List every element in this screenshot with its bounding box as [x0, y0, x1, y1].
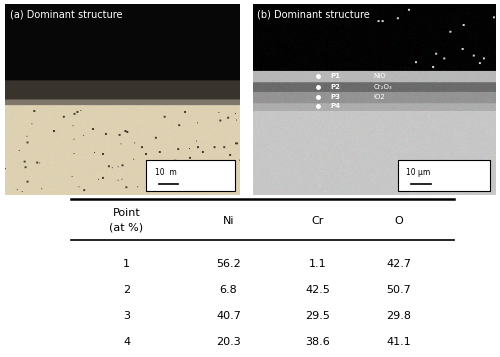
Text: P2: P2: [330, 84, 340, 90]
Text: P1: P1: [330, 73, 340, 79]
Text: (at %): (at %): [110, 223, 144, 233]
Text: 38.6: 38.6: [306, 337, 330, 347]
Text: 10 μm: 10 μm: [406, 168, 430, 177]
Bar: [398, 160, 490, 191]
Text: 56.2: 56.2: [216, 258, 241, 268]
Text: 42.5: 42.5: [306, 285, 330, 295]
Text: 3: 3: [123, 311, 130, 321]
Text: NiO: NiO: [374, 73, 386, 79]
Text: 50.7: 50.7: [386, 285, 411, 295]
Text: 6.8: 6.8: [220, 285, 238, 295]
Text: O: O: [394, 216, 403, 226]
Text: 29.5: 29.5: [306, 311, 330, 321]
Text: Cr₂O₃: Cr₂O₃: [374, 84, 392, 90]
Text: 29.8: 29.8: [386, 311, 411, 321]
Text: (a) Dominant structure: (a) Dominant structure: [10, 9, 122, 19]
Text: 41.1: 41.1: [386, 337, 411, 347]
Text: Cr: Cr: [312, 216, 324, 226]
Bar: [146, 160, 236, 191]
Text: 4: 4: [123, 337, 130, 347]
Text: Point: Point: [112, 208, 140, 218]
Text: (b) Dominant structure: (b) Dominant structure: [258, 9, 370, 19]
Text: 1: 1: [123, 258, 130, 268]
Text: 42.7: 42.7: [386, 258, 411, 268]
Text: 2: 2: [123, 285, 130, 295]
Text: P4: P4: [330, 103, 340, 109]
Text: 10  m: 10 m: [155, 168, 177, 177]
Text: IO2: IO2: [374, 94, 386, 100]
Text: 20.3: 20.3: [216, 337, 241, 347]
Text: Ni: Ni: [223, 216, 234, 226]
Text: 40.7: 40.7: [216, 311, 241, 321]
Text: 1.1: 1.1: [309, 258, 326, 268]
Text: P3: P3: [330, 94, 340, 100]
